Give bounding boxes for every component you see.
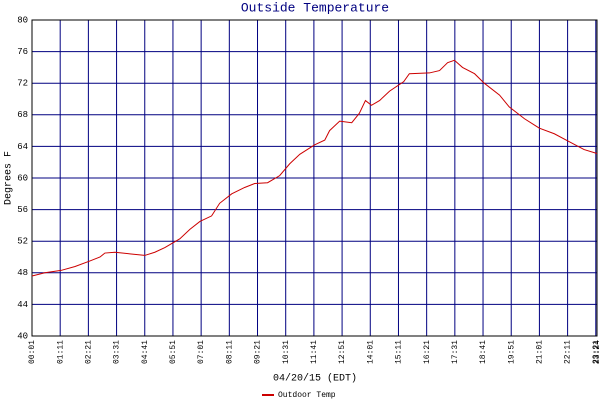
x-tick-label: 10:31 [282, 340, 291, 364]
x-tick-label: 18:41 [479, 340, 488, 364]
y-tick-label: 40 [17, 331, 28, 341]
y-tick-label: 80 [17, 15, 28, 25]
x-tick-label: 15:11 [395, 340, 404, 364]
y-tick-label: 76 [17, 47, 28, 57]
x-tick-label: 03:31 [113, 340, 122, 364]
x-tick-label: 17:31 [451, 340, 460, 364]
x-tick-label: 11:41 [310, 340, 319, 364]
x-tick-label: 09:21 [254, 340, 263, 364]
y-tick-label: 52 [17, 237, 28, 247]
x-tick-label: 02:21 [84, 340, 93, 364]
x-axis-label: 04/20/15 (EDT) [273, 373, 357, 385]
x-tick-label: 22:11 [564, 340, 573, 364]
x-tick-label: 04:41 [141, 340, 150, 364]
legend-label: Outdoor Temp [278, 391, 336, 400]
x-tick-label: 00:01 [28, 340, 37, 364]
x-tick-label: 14:01 [366, 340, 375, 364]
x-tick-label: 23:21 [592, 340, 600, 364]
y-tick-label: 56 [17, 205, 28, 215]
y-tick-label: 48 [17, 268, 28, 278]
x-tick-label: 07:01 [197, 340, 206, 364]
y-tick-label: 44 [17, 300, 28, 310]
x-tick-label: 21:01 [536, 340, 545, 364]
x-tick-label: 01:11 [56, 340, 65, 364]
y-tick-label: 72 [17, 79, 28, 89]
y-tick-label: 64 [17, 142, 28, 152]
x-tick-label: 19:51 [507, 340, 516, 364]
plot-border [31, 19, 598, 337]
y-tick-label: 68 [17, 110, 28, 120]
x-tick-label: 05:51 [169, 340, 178, 364]
x-tick-label: 12:51 [338, 340, 347, 364]
x-tick-label: 08:11 [225, 340, 234, 364]
y-tick-label: 60 [17, 173, 28, 183]
y-axis-label: Degrees F [4, 151, 15, 205]
x-tick-label: 16:21 [423, 340, 432, 364]
x-tick-label: 23:24 [593, 340, 600, 364]
chart-title: Outside Temperature [241, 0, 389, 15]
data-line [31, 59, 598, 277]
